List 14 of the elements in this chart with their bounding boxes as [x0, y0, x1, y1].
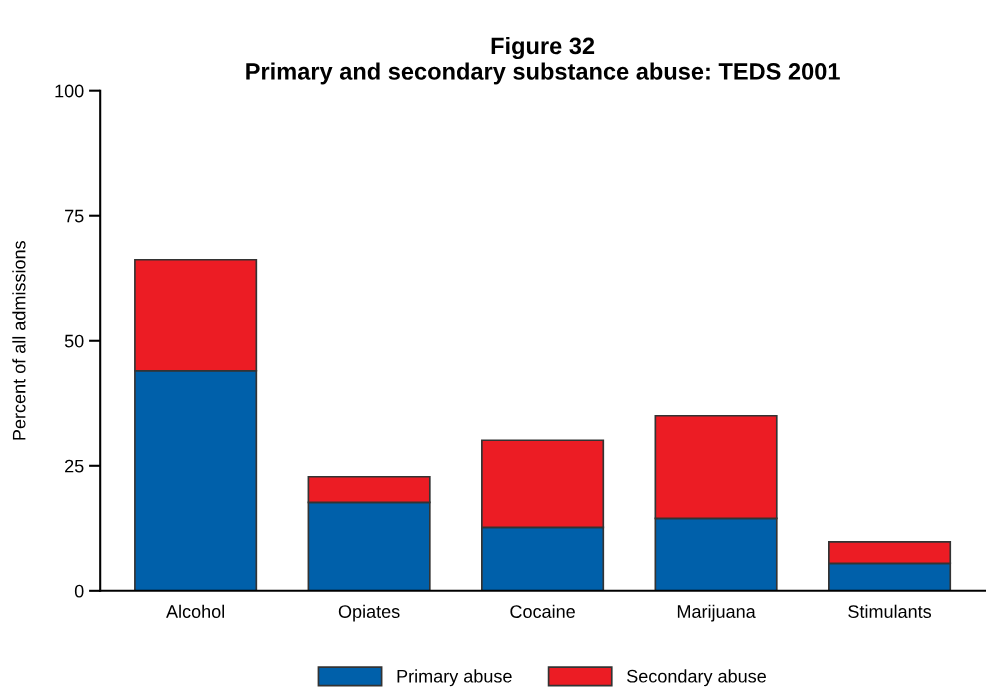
- y-axis-title: Percent of all admissions: [12, 241, 26, 440]
- x-tick-label: Stimulants: [848, 604, 932, 618]
- x-tick-label: Marijuana: [677, 604, 756, 622]
- y-tick-label: 75: [65, 209, 84, 223]
- x-tick-label: Cocaine: [510, 604, 575, 618]
- y-tick-label: 25: [65, 459, 84, 473]
- x-tick-label: Alcohol: [166, 604, 225, 618]
- legend-label: Primary abuse: [397, 669, 512, 687]
- y-tick-label: 100: [55, 84, 84, 98]
- y-tick-label: 0: [74, 584, 84, 598]
- legend-label: Secondary abuse: [627, 669, 766, 687]
- y-tick-label: 50: [64, 334, 84, 348]
- chart-title: Figure 32 Primary and secondary substance abuse: TEDS 2001: [246, 36, 840, 85]
- x-tick-label: Opiates: [338, 604, 400, 622]
